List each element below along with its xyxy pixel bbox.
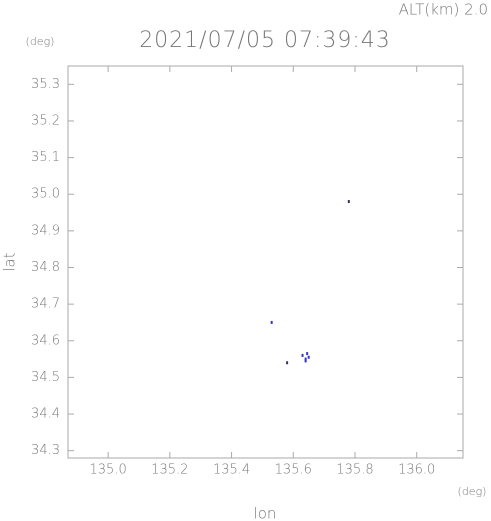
- x-tick-label: 135.0: [90, 463, 127, 478]
- y-tick-label: 34.8: [31, 260, 60, 275]
- y-tick-label: 35.3: [31, 77, 60, 92]
- y-tick-label: 35.1: [31, 150, 60, 165]
- point: [306, 352, 309, 356]
- y-tick-label: 34.5: [31, 370, 60, 385]
- y-tick-label: 34.6: [31, 333, 60, 348]
- y-axis-label: lat: [1, 252, 19, 271]
- x-tick-label: 135.6: [275, 463, 312, 478]
- point: [304, 357, 307, 361]
- y-tick-label: 34.4: [31, 407, 60, 422]
- y-tick-label: 35.2: [31, 113, 60, 128]
- y-unit: (deg): [26, 35, 55, 48]
- plot-frame: [67, 65, 464, 459]
- x-unit: (deg): [458, 485, 487, 498]
- point: [304, 359, 307, 363]
- point: [347, 200, 350, 204]
- x-tick-label: 135.4: [213, 463, 250, 478]
- y-tick-label: 34.3: [31, 443, 60, 458]
- x-tick-label: 135.2: [151, 463, 188, 478]
- point: [270, 320, 273, 324]
- y-tick-label: 35.0: [31, 187, 60, 202]
- point: [307, 355, 310, 359]
- x-tick-label: 135.8: [336, 463, 373, 478]
- x-tick-label: 136.0: [398, 463, 435, 478]
- point: [286, 361, 289, 365]
- x-axis-label: lon: [254, 505, 277, 521]
- chart-title: 2021/07/05 07:39:43: [139, 28, 391, 53]
- y-tick-label: 34.9: [31, 223, 60, 238]
- y-tick-label: 34.7: [31, 297, 60, 312]
- point: [301, 353, 304, 357]
- altitude-label: ALT(km) 2.0: [399, 1, 488, 19]
